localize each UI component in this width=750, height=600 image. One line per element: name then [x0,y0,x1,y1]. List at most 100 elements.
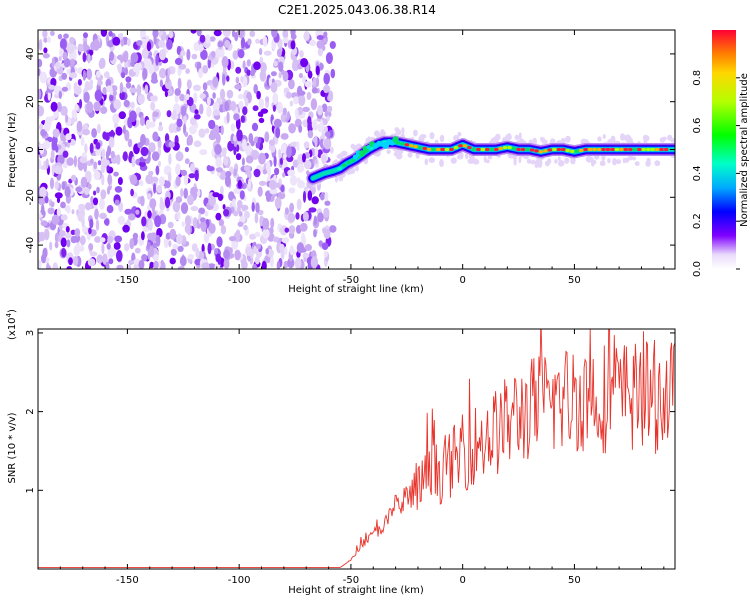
noise-blob [226,111,230,124]
noise-blob [276,101,283,114]
noise-blob [112,113,120,124]
noise-blob [90,195,94,205]
noise-blob [158,125,164,132]
y-tick-label: -20 [25,189,36,205]
noise-blob [256,90,261,100]
noise-blob [159,196,163,207]
ridge-hotspot [444,147,450,152]
noise-blob [60,214,68,221]
noise-blob [235,117,241,130]
noise-blob [268,77,272,87]
noise-blob [47,207,55,215]
noise-blob [252,105,259,112]
noise-blob [284,246,288,255]
noise-blob [100,189,107,200]
noise-blob [71,117,75,125]
ridge-hotspot [440,147,445,152]
noise-blob [135,209,140,215]
noise-blob [163,237,169,248]
noise-blob [50,149,55,160]
noise-blob [87,171,92,183]
noise-blob [114,235,123,243]
noise-blob [189,117,197,126]
noise-blob [62,51,68,60]
noise-blob [107,235,113,244]
noise-blob [273,155,277,167]
noise-blob [152,176,159,182]
noise-blob [167,221,174,229]
ridge-hotspot [543,149,548,153]
noise-blob [159,79,163,88]
noise-blob [123,99,130,108]
colorbar-label: Normalized spectral amplitude [739,73,750,227]
noise-blob [224,39,231,48]
noise-blob [82,69,87,81]
noise-blob [60,201,66,209]
noise-blob [323,84,331,94]
noise-blob [264,131,270,143]
noise-blob [58,90,62,100]
noise-blob [93,170,101,181]
noise-blob [146,41,152,52]
noise-blob [212,101,220,112]
noise-blob [250,249,254,259]
noise-blob [63,57,71,68]
colorbar-gradient [712,30,736,269]
noise-blob [327,105,333,113]
noise-blob [289,202,294,213]
noise-blob [149,261,154,269]
noise-blob [42,53,50,59]
snr-x-axis-label: Height of straight line (km) [288,585,424,596]
noise-blob [242,106,248,116]
ridge-hotspot [574,149,579,153]
noise-blob [83,91,90,103]
noise-blob [249,30,256,37]
noise-blob [40,129,47,137]
noise-blob [82,52,87,63]
noise-blob [63,33,69,39]
x-tick-label: 50 [568,275,581,286]
noise-blob [180,105,187,117]
noise-blob [113,247,117,257]
noise-blob [167,67,171,76]
noise-blob [170,248,177,256]
noise-blob [317,212,324,223]
noise-blob [251,202,255,212]
ridge-hotspot [605,147,611,152]
noise-blob [220,125,224,135]
noise-blob [154,215,162,228]
noise-blob [89,218,94,229]
noise-blob [263,50,272,56]
noise-blob [96,70,101,78]
noise-blob [265,96,270,103]
noise-blob [58,55,62,62]
noise-blob [89,79,94,86]
noise-blob [149,245,154,258]
noise-blob [321,242,329,250]
noise-blob [241,204,249,211]
noise-blob [51,214,60,226]
noise-blob [298,94,306,107]
noise-blob [223,258,230,269]
y-tick-label: -40 [25,237,36,253]
noise-blob [108,258,114,265]
noise-blob [38,68,41,76]
noise-blob [324,200,331,206]
noise-blob [86,101,94,114]
noise-blob [109,94,114,102]
ridge-hotspot [565,148,570,153]
noise-blob [303,141,310,149]
noise-blob [249,233,257,240]
noise-blob [255,142,260,149]
noise-blob [177,77,182,90]
noise-blob [39,123,44,131]
noise-blob [51,57,56,68]
noise-blob [237,93,244,100]
noise-blob [86,68,93,80]
noise-blob [267,165,272,178]
y-tick-label: 40 [25,48,36,61]
halo-blob [543,139,548,145]
noise-blob [222,30,231,38]
noise-blob [311,119,318,130]
